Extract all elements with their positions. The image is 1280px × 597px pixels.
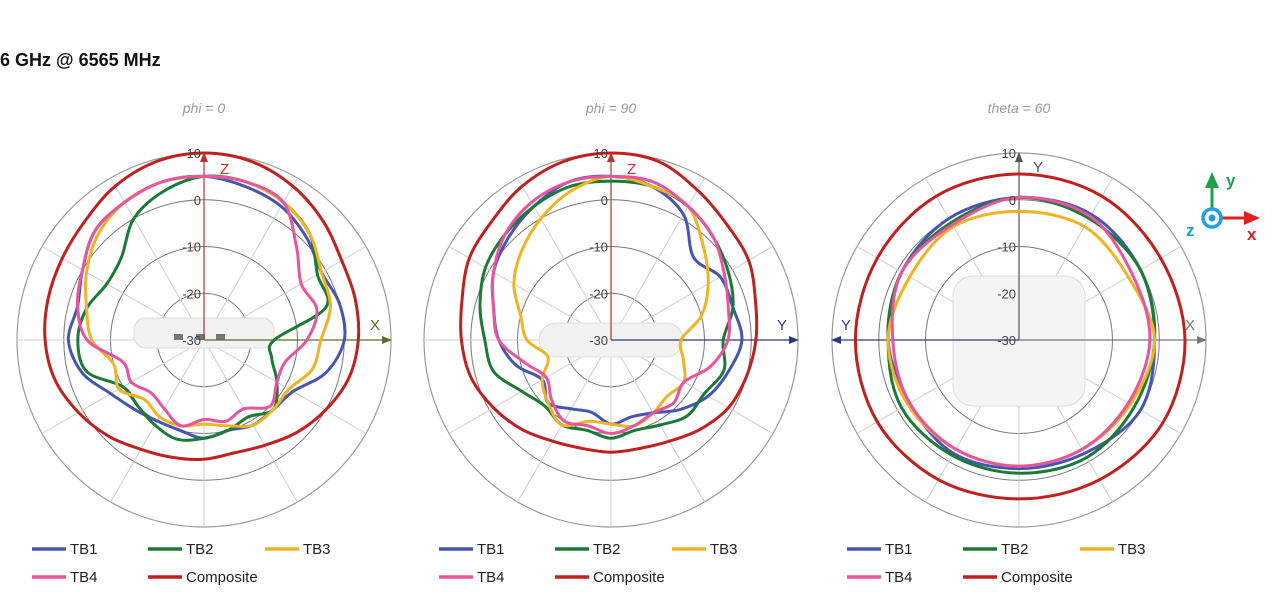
legend-label: TB4 (70, 569, 98, 586)
grid-spoke (517, 177, 612, 341)
legend-label: TB1 (477, 541, 505, 558)
chart-subtitle: phi = 90 (585, 100, 636, 116)
radial-tick-label: 0 (194, 193, 201, 208)
arrow-icon (607, 152, 615, 162)
radial-tick-label: -10 (997, 240, 1016, 255)
legend-label: TB3 (303, 541, 331, 558)
x-label: x (1247, 225, 1257, 244)
radial-tick-label: -20 (589, 286, 608, 301)
legend-item-tb1: TB1 (847, 541, 913, 558)
axis-label-x: X (370, 317, 380, 334)
legend-label: TB2 (1001, 541, 1029, 558)
legend-item-tb4: TB4 (439, 569, 505, 586)
legend-item-tb2: TB2 (963, 541, 1029, 558)
arrow-icon (1197, 336, 1207, 344)
y-label: y (1226, 171, 1236, 190)
series-tb2 (76, 174, 330, 442)
legend-label: TB4 (885, 569, 913, 586)
radial-tick-label: -30 (997, 333, 1016, 348)
series-tb4 (890, 195, 1152, 468)
z-dot (1208, 214, 1216, 222)
legend-label: TB3 (710, 541, 738, 558)
chart-subtitle: phi = 0 (182, 100, 226, 116)
legend-label: TB2 (186, 541, 214, 558)
legend-label: TB2 (593, 541, 621, 558)
radial-tick-label: 10 (594, 146, 608, 161)
radial-tick-label: 0 (601, 193, 608, 208)
grid-spoke (203, 339, 298, 503)
legend-item-tb1: TB1 (439, 541, 505, 558)
radial-tick-label: -30 (182, 333, 201, 348)
legend-label: TB4 (477, 569, 505, 586)
orientation-icon: y x z (1186, 171, 1260, 244)
legend-item-tb3: TB3 (1080, 541, 1146, 558)
series-tb4 (75, 174, 319, 428)
grid-spoke (610, 339, 705, 503)
series-tb3 (84, 174, 332, 429)
series-composite (43, 151, 361, 461)
radial-tick-label: -30 (589, 333, 608, 348)
axis-label-y: Y (1033, 159, 1043, 176)
grid-spoke (203, 177, 298, 341)
series-composite (459, 151, 759, 454)
series-tb3 (512, 174, 710, 428)
radial-tick-label: -20 (182, 286, 201, 301)
page-title: 6 GHz @ 6565 MHz (0, 50, 161, 70)
radial-tick-label: -10 (589, 240, 608, 255)
legend-label: TB1 (70, 541, 98, 558)
radial-tick-label: 10 (187, 146, 201, 161)
axis-label-z: Z (220, 161, 229, 178)
port-icon (174, 334, 183, 340)
axis-label-z: Z (627, 161, 636, 178)
legend-item-tb3: TB3 (265, 541, 331, 558)
arrow-icon (1205, 172, 1219, 188)
arrow-icon (1015, 152, 1023, 162)
radial-tick-label: -10 (182, 240, 201, 255)
arrow-icon (831, 336, 841, 344)
radial-tick-label: 10 (1002, 146, 1016, 161)
chart-subtitle: theta = 60 (988, 100, 1051, 116)
legend-item-tb4: TB4 (847, 569, 913, 586)
legend-item-tb3: TB3 (672, 541, 738, 558)
axis-label-x: X (1185, 317, 1195, 334)
legend-item-tb1: TB1 (32, 541, 98, 558)
axis-label-y: Y (777, 317, 787, 334)
grid-spoke (610, 177, 705, 341)
arrow-icon (200, 152, 208, 162)
axis-label-left: Y (841, 317, 851, 334)
legend-label: Composite (593, 569, 665, 586)
polar-chart-2: phi = 90 Z Y 10 0 -10 -20 -30 TB1 TB2 TB3 TB4 Compos… (423, 100, 799, 586)
grid-spoke (110, 177, 205, 341)
port-icon (216, 334, 225, 340)
legend-item-tb4: TB4 (32, 569, 98, 586)
radial-tick-label: 0 (1009, 193, 1016, 208)
legend-item-tb2: TB2 (555, 541, 621, 558)
z-label: z (1186, 221, 1195, 240)
polar-chart-1: phi = 0 Z X 10 0 -10 -20 -30 TB1 TB2 TB3 TB4 Composi… (16, 100, 392, 586)
port-icon (196, 334, 205, 340)
legend-label: Composite (186, 569, 258, 586)
arrow-icon (382, 336, 392, 344)
legend-item-tb2: TB2 (148, 541, 214, 558)
series-tb4 (491, 174, 732, 435)
legend-item-composite: Composite (555, 569, 665, 586)
series-tb2 (478, 179, 735, 440)
polar-chart-3: theta = 60 Y X Y 10 0 -10 -20 -30 TB1 TB2 TB3 TB4 Com… (831, 100, 1207, 586)
legend-label: TB3 (1118, 541, 1146, 558)
series-composite (853, 172, 1187, 501)
radial-tick-label: -20 (997, 286, 1016, 301)
arrow-icon (1244, 211, 1260, 225)
arrow-icon (789, 336, 799, 344)
legend-item-composite: Composite (963, 569, 1073, 586)
legend-label: TB1 (885, 541, 913, 558)
legend-item-composite: Composite (148, 569, 258, 586)
grid-spoke (203, 339, 367, 434)
legend-label: Composite (1001, 569, 1073, 586)
